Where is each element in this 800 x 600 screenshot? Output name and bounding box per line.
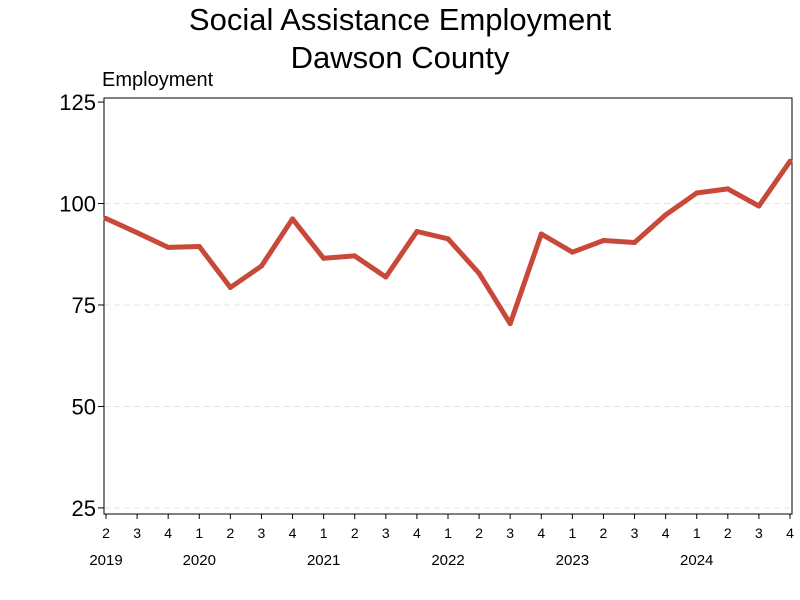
y-axis-label: Employment bbox=[102, 69, 214, 91]
series-line bbox=[103, 158, 793, 327]
data-point bbox=[787, 158, 793, 164]
x-tick-label: 2 bbox=[600, 525, 608, 541]
data-point bbox=[165, 244, 171, 250]
x-tick-label: 3 bbox=[755, 525, 763, 541]
gridlines bbox=[104, 203, 792, 509]
data-point bbox=[134, 230, 140, 236]
data-point bbox=[290, 216, 296, 222]
data-point bbox=[600, 237, 606, 243]
x-tick-label: 2 bbox=[102, 525, 110, 541]
x-tick-label: 3 bbox=[258, 525, 266, 541]
data-point bbox=[632, 239, 638, 245]
x-tick-label: 4 bbox=[786, 525, 794, 541]
plot-frame bbox=[103, 97, 793, 515]
x-year-label: 2020 bbox=[183, 552, 216, 569]
data-point bbox=[507, 321, 513, 327]
data-point bbox=[352, 253, 358, 259]
data-point bbox=[756, 203, 762, 209]
x-tick-label: 4 bbox=[662, 525, 670, 541]
x-tick-label: 3 bbox=[631, 525, 639, 541]
data-point bbox=[725, 186, 731, 192]
x-year-label: 2023 bbox=[556, 552, 589, 569]
x-tick-label: 2 bbox=[724, 525, 732, 541]
x-tick-label: 2 bbox=[226, 525, 234, 541]
y-tick-label: 125 bbox=[59, 90, 96, 115]
x-year-label: 2019 bbox=[89, 552, 122, 569]
series-line-group bbox=[103, 158, 793, 327]
y-tick-label: 50 bbox=[72, 394, 96, 419]
y-tick-label: 100 bbox=[59, 192, 96, 217]
x-year-label: 2022 bbox=[431, 552, 464, 569]
x-year-label: 2021 bbox=[307, 552, 340, 569]
data-point bbox=[663, 212, 669, 218]
data-point bbox=[476, 270, 482, 276]
x-tick-label: 2 bbox=[475, 525, 483, 541]
data-point bbox=[321, 255, 327, 261]
x-tick-label: 1 bbox=[693, 525, 701, 541]
x-tick-label: 1 bbox=[444, 525, 452, 541]
x-tick-label: 1 bbox=[568, 525, 576, 541]
y-tick-label: 75 bbox=[72, 293, 96, 318]
x-tick-label: 3 bbox=[382, 525, 390, 541]
x-tick-label: 2 bbox=[351, 525, 359, 541]
x-tick-label: 4 bbox=[413, 525, 421, 541]
chart-subtitle: Dawson County bbox=[290, 40, 510, 75]
x-axis: 2 2019 3 4 1 2020 2 3 4 1 2021 2 3 4 1 2022 2 3 4 1 2023 2 3 4 1… bbox=[89, 514, 794, 569]
x-tick-label: 4 bbox=[289, 525, 297, 541]
data-point bbox=[383, 274, 389, 280]
data-point bbox=[538, 231, 544, 237]
chart-title: Social Assistance Employment bbox=[188, 2, 612, 37]
data-point bbox=[694, 190, 700, 196]
x-year-label: 2024 bbox=[680, 552, 713, 569]
data-point bbox=[445, 236, 451, 242]
data-point bbox=[227, 285, 233, 291]
x-tick-label: 4 bbox=[537, 525, 545, 541]
x-tick-label: 4 bbox=[164, 525, 172, 541]
data-point bbox=[414, 229, 420, 235]
x-tick-label: 1 bbox=[320, 525, 328, 541]
data-point bbox=[258, 263, 264, 269]
data-point bbox=[103, 216, 109, 222]
x-tick-label: 3 bbox=[133, 525, 141, 541]
x-tick-label: 1 bbox=[195, 525, 203, 541]
data-point bbox=[196, 244, 202, 250]
y-axis: 25 50 75 100 125 bbox=[59, 90, 104, 521]
x-tick-label: 3 bbox=[506, 525, 514, 541]
y-tick-label: 25 bbox=[72, 496, 96, 521]
data-point bbox=[569, 249, 575, 255]
